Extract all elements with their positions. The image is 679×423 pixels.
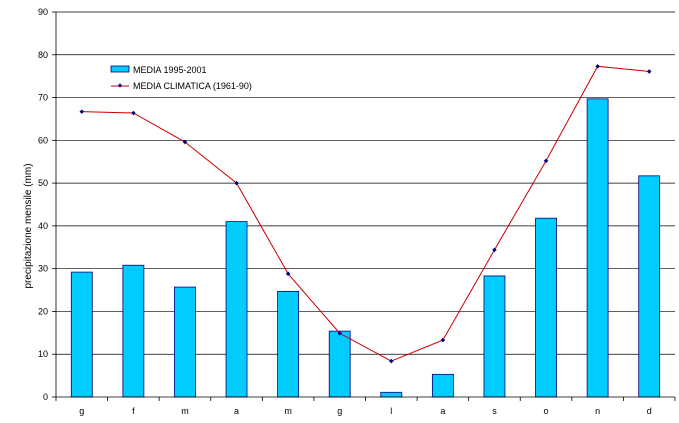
- y-tick-labels: 0 10 20 30 40 50 60 70 80 90: [38, 7, 56, 402]
- x-tick-label-5: g: [337, 406, 342, 416]
- x-tick-label-2: m: [181, 406, 189, 416]
- bar-3: [225, 221, 248, 398]
- x-tick-label-8: s: [492, 406, 497, 416]
- legend-swatch-marker: [117, 83, 123, 88]
- line-point-1: [131, 110, 136, 116]
- line-series: [79, 64, 652, 364]
- gridlines: [56, 11, 675, 355]
- x-tick-label-7: a: [440, 406, 445, 416]
- x-tick-label-6: l: [390, 406, 392, 416]
- bar-9: [535, 217, 557, 398]
- line-point-7: [440, 337, 446, 343]
- x-tick-label-9: o: [544, 406, 549, 416]
- y-tick-label-3: 30: [38, 264, 48, 274]
- line-point-11: [646, 69, 652, 74]
- y-tick-label-6: 60: [38, 135, 48, 145]
- x-tick-label-1: f: [132, 406, 135, 416]
- y-tick-label-9: 90: [38, 7, 48, 17]
- bar-11: [638, 175, 661, 398]
- line-point-5: [337, 330, 342, 336]
- climatic-line: [81, 65, 650, 362]
- bar-10: [586, 98, 609, 398]
- x-tick-label-0: g: [79, 406, 84, 416]
- bar-4: [277, 290, 300, 398]
- legend-label-line: MEDIA CLIMATICA (1961-90): [133, 81, 252, 91]
- y-tick-label-1: 10: [38, 349, 48, 359]
- y-tick-label-4: 40: [38, 221, 48, 231]
- x-tick-label-10: n: [595, 406, 600, 416]
- y-tick-label-5: 50: [38, 178, 48, 188]
- bar-0: [70, 271, 93, 398]
- bar-5: [328, 330, 351, 398]
- y-tick-label-8: 80: [38, 50, 48, 60]
- y-axis-label: precipitazione mensile (mm): [23, 163, 34, 288]
- y-tick-label-2: 20: [38, 306, 48, 316]
- legend-swatch-bar: [110, 65, 130, 73]
- bar-series: [70, 98, 661, 398]
- legend: MEDIA 1995-2001 MEDIA CLIMATICA (1961-90…: [110, 65, 252, 91]
- line-point-8: [492, 247, 497, 253]
- y-tick-label-0: 0: [43, 392, 48, 402]
- bar-7: [431, 373, 454, 398]
- y-tick-label-7: 70: [38, 93, 48, 103]
- bar-6: [380, 391, 403, 398]
- line-point-9: [543, 158, 549, 164]
- bar-8: [483, 275, 506, 398]
- x-tick-label-3: a: [234, 406, 239, 416]
- line-point-10: [595, 64, 600, 69]
- legend-label-bar: MEDIA 1995-2001: [133, 65, 207, 75]
- line-point-0: [79, 109, 85, 114]
- bar-1: [122, 264, 145, 398]
- line-point-4: [285, 271, 291, 277]
- x-tick-label-11: d: [647, 406, 652, 416]
- x-tick-label-4: m: [284, 406, 292, 416]
- line-point-6: [389, 358, 394, 364]
- bar-2: [174, 286, 196, 398]
